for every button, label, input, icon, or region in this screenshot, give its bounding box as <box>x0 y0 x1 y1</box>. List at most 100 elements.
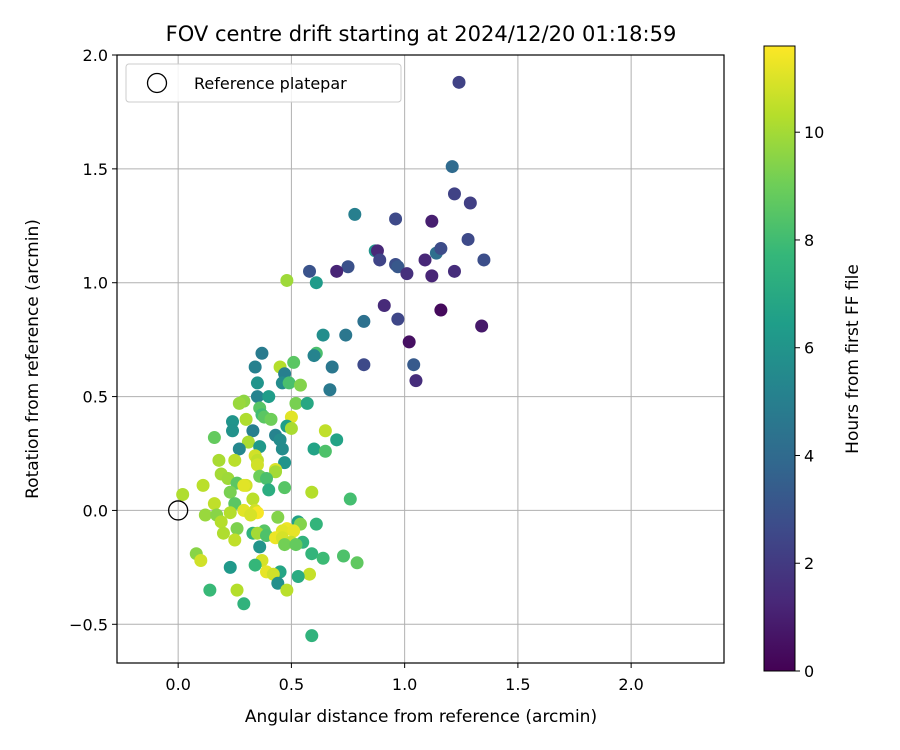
scatter-point <box>425 214 439 228</box>
scatter-point <box>196 478 210 492</box>
scatter-point <box>244 508 258 522</box>
x-tick-label: 2.0 <box>618 675 643 694</box>
scatter-point <box>309 276 323 290</box>
scatter-point <box>241 435 255 449</box>
scatter-point <box>343 492 357 506</box>
legend-box <box>125 63 402 103</box>
reference-platepar-marker <box>168 500 189 521</box>
scatter-point <box>269 465 283 479</box>
scatter-point <box>452 75 466 89</box>
scatter-point <box>447 187 461 201</box>
scatter-point <box>289 396 303 410</box>
scatter-point <box>407 358 421 372</box>
scatter-point <box>307 442 321 456</box>
y-tick-label: 1.5 <box>83 160 108 179</box>
scatter-point <box>477 253 491 267</box>
scatter-point <box>348 207 362 221</box>
scatter-point <box>418 253 432 267</box>
scatter-point <box>250 376 264 390</box>
y-axis-ticks: −0.5 0.0 0.5 1.0 1.5 2.0 <box>69 46 117 634</box>
reference-marker-group <box>168 500 189 521</box>
scatter-point <box>230 583 244 597</box>
scatter-point <box>284 421 298 435</box>
scatter-point <box>250 458 264 472</box>
scatter-point <box>330 264 344 278</box>
colorbar-tick-label: 0 <box>804 662 814 681</box>
scatter-point <box>278 481 292 495</box>
scatter-point <box>461 232 475 246</box>
scatter-point <box>316 551 330 565</box>
scatter-point <box>316 328 330 342</box>
colorbar-gradient <box>763 45 796 672</box>
x-tick-label: 0.5 <box>279 675 304 694</box>
scatter-point <box>434 242 448 256</box>
scatter-point <box>278 538 292 552</box>
scatter-point <box>357 358 371 372</box>
scatter-point <box>305 547 319 561</box>
scatter-point <box>309 517 323 531</box>
scatter-point <box>237 478 251 492</box>
scatter-point <box>323 383 337 397</box>
scatter-point <box>341 260 355 274</box>
scatter-point <box>339 328 353 342</box>
scatter-point <box>228 533 242 547</box>
y-tick-label: 1.0 <box>83 274 108 293</box>
scatter-points <box>176 75 491 643</box>
scatter-point <box>237 597 251 611</box>
scatter-point <box>176 487 190 501</box>
scatter-point <box>223 485 237 499</box>
scatter-point <box>275 442 289 456</box>
scatter-point <box>262 390 276 404</box>
scatter-point <box>271 510 285 524</box>
scatter-point <box>223 506 237 520</box>
colorbar-ticks: 0 2 4 6 8 10 <box>795 123 824 681</box>
colorbar-tick-label: 10 <box>804 123 824 142</box>
scatter-point <box>475 319 489 333</box>
scatter-point <box>330 433 344 447</box>
scatter-point <box>391 312 405 326</box>
scatter-point <box>293 378 307 392</box>
scatter-point <box>271 576 285 590</box>
scatter-point <box>402 335 416 349</box>
scatter-point <box>226 424 240 438</box>
y-tick-label: −0.5 <box>69 615 108 634</box>
scatter-point <box>305 629 319 643</box>
scatter-point <box>216 526 230 540</box>
x-axis-label: Angular distance from reference (arcmin) <box>245 707 597 727</box>
scatter-point <box>253 540 267 554</box>
scatter-point <box>239 412 253 426</box>
y-tick-label: 2.0 <box>83 46 108 65</box>
scatter-point <box>246 492 260 506</box>
grid <box>117 54 724 663</box>
scatter-point <box>287 355 301 369</box>
scatter-point <box>280 583 294 597</box>
legend-marker-open-circle <box>146 72 168 94</box>
plot-frame <box>116 54 725 664</box>
scatter-point <box>447 264 461 278</box>
scatter-point <box>232 396 246 410</box>
scatter-point <box>318 424 332 438</box>
scatter-point <box>207 497 221 511</box>
colorbar-label: Hours from first FF file <box>843 264 863 454</box>
scatter-point <box>377 298 391 312</box>
legend: Reference platepar <box>125 63 402 103</box>
scatter-point <box>400 267 414 281</box>
scatter-point <box>391 260 405 274</box>
scatter-point <box>259 472 273 486</box>
colorbar: 0 2 4 6 8 10 Hours from first FF file <box>763 45 863 681</box>
scatter-point <box>255 346 269 360</box>
scatter-point <box>318 444 332 458</box>
scatter-point <box>409 374 423 388</box>
y-tick-label: 0.5 <box>83 388 108 407</box>
chart-title: FOV centre drift starting at 2024/12/20 … <box>166 22 677 46</box>
scatter-point <box>214 515 228 529</box>
scatter-point <box>228 453 242 467</box>
scatter-point <box>203 583 217 597</box>
scatter-point <box>280 273 294 287</box>
scatter-point <box>445 160 459 174</box>
scatter-point <box>305 485 319 499</box>
scatter-point <box>463 196 477 210</box>
y-tick-label: 0.0 <box>83 501 108 520</box>
scatter-point <box>373 253 387 267</box>
scatter-point <box>194 554 208 568</box>
